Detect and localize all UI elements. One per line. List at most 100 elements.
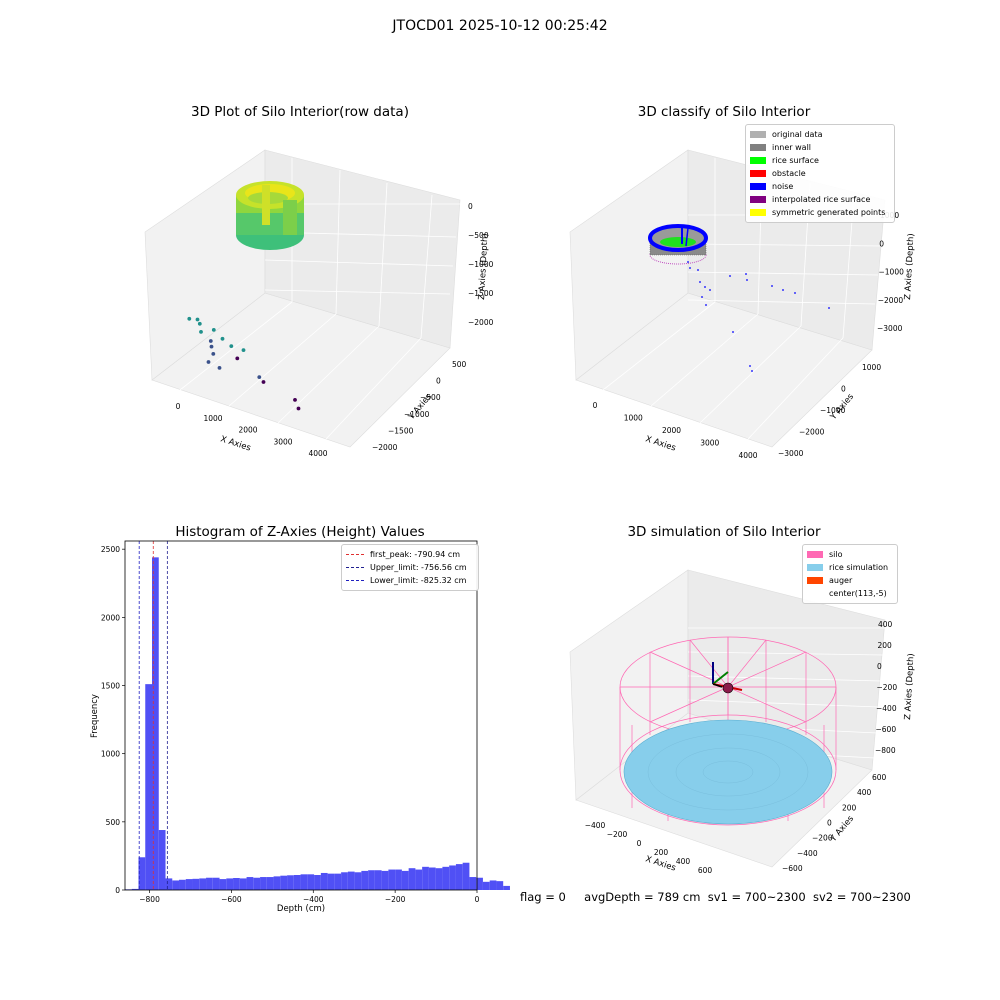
legend-label: inner wall — [772, 143, 812, 152]
histogram-bar — [482, 881, 490, 890]
sim-x-tick-label: −200 — [607, 830, 628, 839]
sim-y-axis-label: Y Axies — [828, 814, 856, 845]
raw-x-ticks: 0 1000 2000 3000 4000 — [176, 402, 328, 458]
raw-data-point — [220, 336, 225, 341]
sim-z-tick-label: −800 — [875, 746, 896, 755]
histogram-bar — [226, 878, 234, 890]
sim-z-axis-label: Z Axies (Depth) — [903, 653, 916, 720]
legend-color-swatch — [750, 144, 766, 151]
raw-data-point — [293, 398, 297, 402]
raw-data-point — [187, 316, 192, 321]
classify-legend-item: original data — [750, 128, 890, 141]
legend-color-swatch — [807, 551, 823, 558]
legend-label: first_peak: -790.94 cm — [370, 550, 461, 559]
histogram-bar — [138, 857, 146, 890]
histogram-legend-item: Upper_limit: -756.56 cm — [346, 561, 474, 574]
histogram-bar — [179, 879, 186, 890]
raw-y-ticks: 500 0 −500 −1000 −1500 −2000 — [372, 360, 467, 452]
chart-title-classify: 3D classify of Silo Interior — [637, 104, 811, 120]
raw-z-tick-label: 0 — [468, 202, 473, 211]
histogram-bar — [280, 875, 288, 890]
sim-x-tick-label: 400 — [676, 857, 691, 866]
raw-z-tick-label: −2000 — [468, 318, 494, 327]
legend-line-swatch — [346, 567, 364, 568]
classify-y-tick-label: 1000 — [862, 363, 881, 372]
classify-legend-item: rice surface — [750, 154, 890, 167]
histogram-bar — [442, 866, 450, 890]
histogram-bar — [469, 877, 477, 890]
simulation-legend-item: auger — [807, 574, 893, 587]
histogram-bar — [347, 871, 355, 890]
classify-z-tick-label: −3000 — [877, 324, 903, 333]
histogram-bar — [239, 878, 247, 890]
histogram-bar — [260, 877, 267, 890]
legend-label: noise — [772, 182, 794, 191]
classify-x-tick-label: 4000 — [738, 451, 757, 460]
histogram-bar — [246, 877, 254, 890]
histogram-bar — [428, 867, 436, 890]
sim-silo-cylinder — [619, 636, 837, 826]
classify-y-tick-label: −3000 — [778, 449, 804, 458]
classify-legend-item: inner wall — [750, 141, 890, 154]
sim-rice-surface — [623, 719, 833, 825]
legend-color-swatch — [750, 209, 766, 216]
raw-data-point — [217, 366, 222, 370]
raw-silo-cylinder — [236, 181, 304, 250]
sim-auger-marker — [712, 662, 743, 694]
histogram-bar — [401, 870, 409, 890]
raw-data-point — [208, 339, 213, 343]
histogram-y-tick-label: 2000 — [101, 613, 120, 622]
legend-line-swatch — [346, 554, 364, 555]
sim-x-tick-label: 600 — [698, 866, 713, 875]
classify-z-axis-label: Z Axies (Depth) — [903, 233, 916, 300]
sim-z-tick-label: −400 — [876, 704, 897, 713]
histogram-bar — [327, 873, 335, 890]
raw-data-point — [229, 344, 234, 348]
histogram-bar — [374, 870, 382, 890]
histogram-x-tick-label: −600 — [221, 895, 242, 904]
legend-line-swatch — [346, 580, 364, 581]
legend-color-swatch — [807, 577, 823, 584]
raw-data-point — [206, 360, 211, 364]
classify-legend-item: noise — [750, 180, 890, 193]
histogram-x-axis-label: Depth (cm) — [277, 904, 325, 914]
histogram-x-ticks: −800 −600 −400 −200 0 — [139, 890, 480, 904]
histogram-bar — [462, 862, 470, 890]
sim-x-tick-label: 200 — [654, 848, 669, 857]
histogram-bar — [145, 684, 153, 890]
classify-y-ticks: 1000 0 −1000 −2000 −3000 — [778, 363, 881, 458]
sim-x-ticks: −400−200 0 200 400 600 — [585, 821, 713, 875]
raw-z-ticks: 0 −500 −1000 −1500 −2000 — [468, 202, 494, 327]
histogram-bar — [395, 869, 402, 890]
legend-color-swatch — [750, 157, 766, 164]
legend-color-swatch — [750, 196, 766, 203]
histogram-bar — [158, 830, 166, 890]
simulation-legend-item: center(113,-5) — [807, 587, 893, 600]
histogram-bar — [152, 557, 159, 890]
raw-x-tick-label: 0 — [176, 402, 181, 411]
legend-color-swatch — [750, 183, 766, 190]
histogram-bar — [172, 880, 180, 890]
histogram-bar — [354, 872, 362, 890]
simulation-legend: silo rice simulation auger center(113,-5) — [802, 544, 898, 604]
classify-y-tick-label: −2000 — [799, 428, 825, 437]
raw-data-point — [209, 344, 214, 349]
histogram-bar — [320, 872, 328, 890]
histogram-bar — [131, 888, 139, 890]
legend-label: silo — [829, 550, 843, 559]
raw-y-tick-label: −500 — [420, 393, 441, 402]
sim-z-tick-label: 200 — [878, 641, 893, 650]
histogram-y-tick-label: 2500 — [101, 545, 120, 554]
histogram-bar — [334, 873, 342, 890]
legend-label: center(113,-5) — [829, 589, 887, 598]
raw-data-point — [211, 352, 216, 356]
classify-x-tick-label: 3000 — [700, 439, 719, 448]
sim-z-tick-label: 0 — [877, 662, 882, 671]
sim-z-ticks: 400 200 0 −200 −400 −600 −800 — [875, 620, 897, 755]
histogram-bar — [476, 877, 483, 890]
sv2-text: sv2 = 700~2300 — [812, 890, 911, 904]
raw-y-tick-label: 0 — [436, 377, 441, 386]
